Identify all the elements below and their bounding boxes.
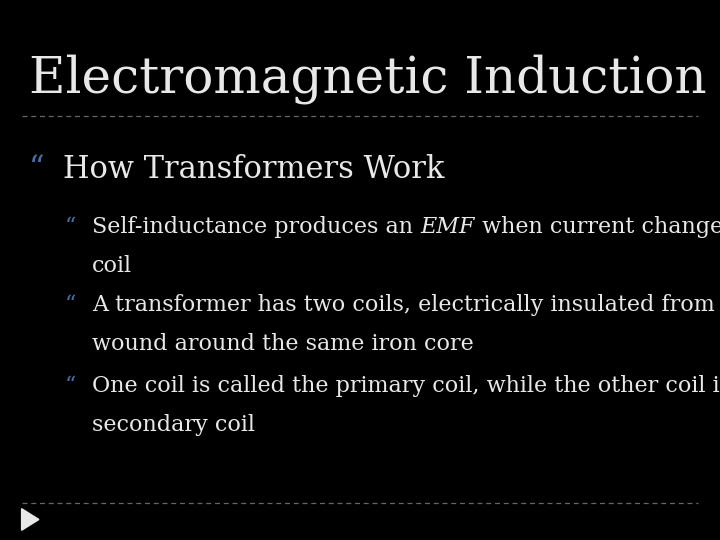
Text: A transformer has two coils, electrically insulated from each other, but: A transformer has two coils, electricall…	[92, 294, 720, 316]
Text: coil: coil	[92, 255, 132, 277]
Text: Electromagnetic Induction: Electromagnetic Induction	[29, 54, 706, 104]
Text: “: “	[65, 294, 76, 316]
Text: “: “	[65, 216, 76, 238]
Text: How Transformers Work: How Transformers Work	[63, 154, 445, 185]
Text: One coil is called the primary coil, while the other coil is called the: One coil is called the primary coil, whi…	[92, 375, 720, 397]
Text: Self-inductance produces an: Self-inductance produces an	[92, 216, 420, 238]
Polygon shape	[22, 509, 39, 530]
Text: “: “	[29, 154, 45, 185]
Text: when current changes in a single: when current changes in a single	[474, 216, 720, 238]
Text: secondary coil: secondary coil	[92, 414, 255, 436]
Text: “: “	[65, 375, 76, 397]
Text: EMF: EMF	[420, 216, 474, 238]
Text: wound around the same iron core: wound around the same iron core	[92, 333, 474, 355]
